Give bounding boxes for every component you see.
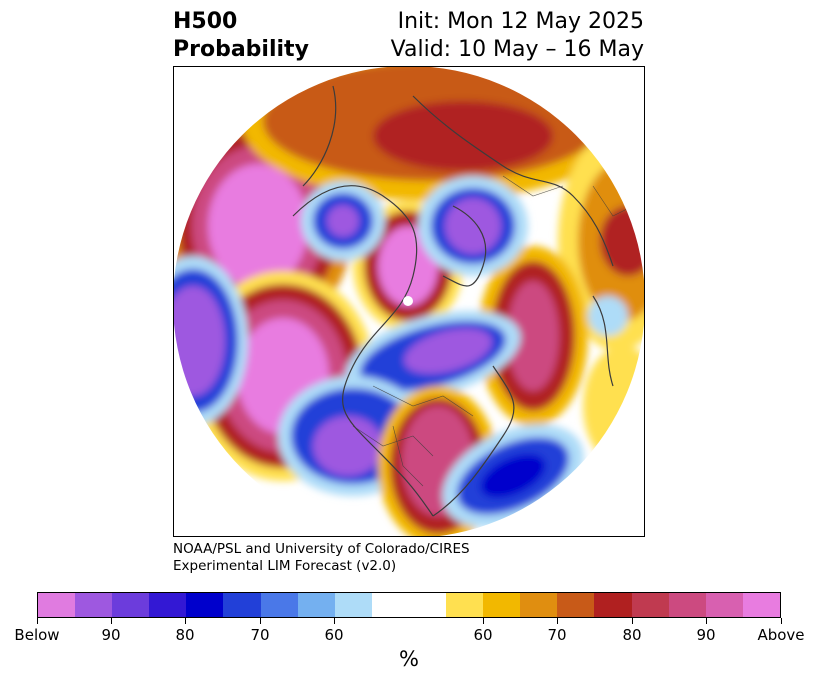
colorbar-swatch [557,593,595,617]
probability-map [173,66,645,537]
colorbar-tick-label: 80 [622,626,642,644]
credit-line-2: Experimental LIM Forecast (v2.0) [173,558,397,574]
colorbar-tick-label: 60 [324,626,344,644]
colorbar-swatch [408,593,447,617]
colorbar-tick [632,618,633,624]
colorbar-swatch [297,593,335,617]
colorbar-tick-label: 80 [175,626,195,644]
borders [352,175,634,487]
colorbar-tick-label: 90 [101,626,121,644]
colorbar-tick [706,618,707,624]
map-title: H500 Probability [173,8,309,64]
colorbar-swatch [446,593,484,617]
colorbar-tick-label: 60 [473,626,493,644]
colorbar-swatch [260,593,298,617]
colorbar-tick [334,618,335,624]
colorbar-tick [111,618,112,624]
colorbar-swatch [149,593,187,617]
colorbar-swatch [631,593,669,617]
colorbar-tick [37,618,38,624]
colorbar-tick [483,618,484,624]
colorbar-swatch [668,593,706,617]
colorbar-swatch [186,593,224,617]
colorbar-tick [260,618,261,624]
colorbar-swatch [112,593,150,617]
colorbar-swatch [483,593,521,617]
north-pole-marker [403,296,413,306]
title-line-2: Probability [173,37,309,62]
title-line-1: H500 [173,9,238,34]
colorbar-tick-label: 70 [547,626,567,644]
init-date: Init: Mon 12 May 2025 [397,9,644,34]
colorbar-tick-label: Below [14,626,60,644]
colorbar-tick-label: 90 [696,626,716,644]
colorbar-swatch [520,593,558,617]
colorbar-tick [781,618,782,624]
colorbar [37,592,781,618]
colorbar-swatch [75,593,113,617]
colorbar-unit: % [399,647,419,671]
colorbar-tick [185,618,186,624]
coastlines [292,85,624,517]
colorbar-tick [557,618,558,624]
colorbar-tick-label: 70 [250,626,270,644]
credit-line-1: NOAA/PSL and University of Colorado/CIRE… [173,541,470,557]
forecast-dates: Init: Mon 12 May 2025 Valid: 10 May – 16… [391,8,644,64]
probability-field [173,66,645,537]
colorbar-swatch [705,593,743,617]
colorbar-swatch [334,593,372,617]
valid-range: Valid: 10 May – 16 May [390,37,644,62]
credit-text: NOAA/PSL and University of Colorado/CIRE… [173,541,470,575]
colorbar-swatch [371,593,409,617]
colorbar-swatch [594,593,632,617]
colorbar-swatch [38,593,76,617]
map-frame [173,66,645,537]
colorbar-swatch [223,593,261,617]
colorbar-tick-label: Above [757,626,805,644]
colorbar-swatch [742,593,780,617]
